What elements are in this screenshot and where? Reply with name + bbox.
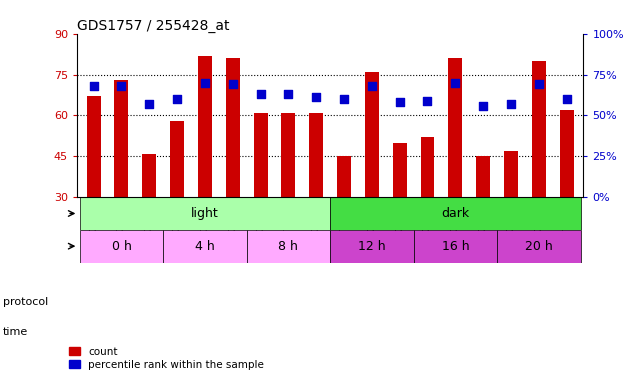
Text: protocol: protocol bbox=[3, 297, 49, 307]
Point bbox=[506, 101, 516, 107]
Bar bbox=[330, 197, 581, 230]
Point bbox=[478, 103, 488, 109]
Bar bbox=[504, 151, 518, 197]
Point bbox=[283, 91, 294, 97]
Text: dark: dark bbox=[441, 207, 469, 220]
Bar bbox=[337, 156, 351, 197]
Point bbox=[144, 101, 154, 107]
Point bbox=[116, 83, 126, 89]
Text: 20 h: 20 h bbox=[525, 240, 553, 253]
Point bbox=[228, 81, 238, 87]
Legend: count, percentile rank within the sample: count, percentile rank within the sample bbox=[69, 346, 264, 370]
Bar bbox=[420, 137, 435, 197]
Point bbox=[88, 83, 99, 89]
Bar bbox=[532, 61, 545, 197]
Text: GDS1757 / 255428_at: GDS1757 / 255428_at bbox=[77, 19, 229, 33]
Point bbox=[311, 94, 321, 100]
Bar bbox=[87, 96, 101, 197]
Text: 4 h: 4 h bbox=[195, 240, 215, 253]
Bar bbox=[448, 58, 462, 197]
Bar bbox=[142, 154, 156, 197]
Text: 8 h: 8 h bbox=[278, 240, 298, 253]
Bar bbox=[79, 197, 330, 230]
Bar bbox=[79, 230, 163, 262]
Bar bbox=[247, 230, 330, 262]
Text: light: light bbox=[191, 207, 219, 220]
Bar bbox=[413, 230, 497, 262]
Bar bbox=[476, 156, 490, 197]
Point bbox=[367, 83, 377, 89]
Bar bbox=[198, 56, 212, 197]
Bar bbox=[393, 142, 406, 197]
Point bbox=[562, 96, 572, 102]
Text: 12 h: 12 h bbox=[358, 240, 386, 253]
Bar bbox=[170, 121, 184, 197]
Point bbox=[200, 80, 210, 86]
Point bbox=[395, 99, 405, 105]
Bar bbox=[281, 113, 296, 197]
Bar bbox=[163, 230, 247, 262]
Point bbox=[422, 98, 433, 104]
Bar bbox=[330, 230, 413, 262]
Bar bbox=[226, 58, 240, 197]
Bar bbox=[560, 110, 574, 197]
Point bbox=[172, 96, 182, 102]
Point bbox=[450, 80, 460, 86]
Text: time: time bbox=[3, 327, 28, 337]
Text: 0 h: 0 h bbox=[112, 240, 131, 253]
Point bbox=[339, 96, 349, 102]
Text: 16 h: 16 h bbox=[442, 240, 469, 253]
Bar bbox=[365, 72, 379, 197]
Bar bbox=[115, 80, 128, 197]
Bar bbox=[309, 113, 323, 197]
Bar bbox=[497, 230, 581, 262]
Point bbox=[255, 91, 265, 97]
Bar bbox=[254, 113, 267, 197]
Point bbox=[534, 81, 544, 87]
